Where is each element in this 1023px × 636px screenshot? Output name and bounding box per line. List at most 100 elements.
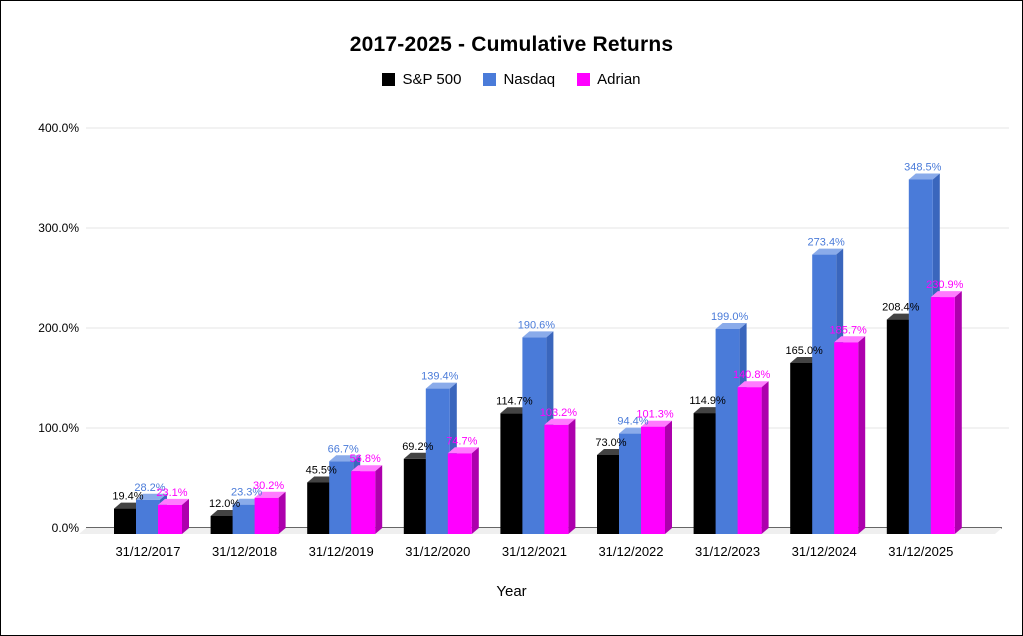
legend-label: S&P 500: [402, 71, 462, 88]
bar-value-label: 23.3%: [231, 487, 262, 499]
bar-value-label: 208.4%: [882, 302, 920, 314]
bar-side-face[interactable]: [761, 381, 769, 534]
bar-front-face[interactable]: [619, 433, 643, 534]
bar-front-face[interactable]: [254, 497, 279, 534]
bar-adrian-0[interactable]: [158, 498, 189, 534]
bar-value-label: 139.4%: [421, 371, 459, 383]
bar-front-face[interactable]: [597, 455, 621, 534]
bar-value-label: 74.7%: [446, 435, 477, 447]
legend-item-adrian[interactable]: Adrian: [577, 71, 641, 88]
bar-adrian-6[interactable]: [737, 381, 769, 534]
bar-front-face[interactable]: [307, 482, 332, 535]
bar-side-face[interactable]: [278, 491, 286, 534]
y-tick-label: 0.0%: [52, 521, 80, 535]
bar-top-face[interactable]: [834, 336, 866, 343]
nasdaq-swatch-icon: [483, 73, 497, 86]
x-tick-label: 31/12/2018: [212, 544, 277, 559]
bar-top-face[interactable]: [908, 173, 940, 180]
bar-top-face[interactable]: [641, 420, 672, 427]
bar-adrian-8[interactable]: [930, 291, 962, 534]
bar-front-face[interactable]: [886, 319, 911, 534]
bar-front-face[interactable]: [500, 413, 525, 534]
legend-item-sp500[interactable]: S&P 500: [382, 71, 461, 88]
bar-adrian-4[interactable]: [544, 418, 576, 534]
bar-side-face[interactable]: [568, 418, 576, 534]
bar-side-face[interactable]: [665, 420, 672, 534]
x-axis-title: Year: [496, 583, 527, 600]
x-tick-label: 31/12/2023: [695, 544, 760, 559]
bar-top-face[interactable]: [715, 323, 747, 329]
bar-side-face[interactable]: [471, 447, 479, 534]
x-tick-label: 31/12/2024: [792, 544, 857, 559]
bar-front-face[interactable]: [425, 388, 450, 534]
bar-value-label: 114.9%: [689, 395, 726, 407]
bar-sp500-3[interactable]: [403, 452, 435, 534]
bar-value-label: 30.2%: [253, 480, 284, 492]
bar-front-face[interactable]: [641, 426, 665, 534]
bar-adrian-1[interactable]: [254, 491, 286, 534]
bar-top-face[interactable]: [158, 498, 189, 505]
bar-front-face[interactable]: [834, 342, 859, 534]
adrian-swatch-icon: [577, 73, 591, 86]
bar-value-label: 190.6%: [518, 319, 556, 331]
bar-top-face[interactable]: [812, 248, 844, 255]
legend-label: Nasdaq: [503, 71, 556, 88]
bar-front-face[interactable]: [908, 179, 933, 535]
bar-top-face[interactable]: [737, 381, 769, 388]
bar-top-face[interactable]: [351, 465, 383, 472]
bar-value-label: 28.2%: [134, 482, 165, 494]
bar-front-face[interactable]: [329, 461, 354, 534]
bar-adrian-2[interactable]: [351, 465, 383, 534]
bar-front-face[interactable]: [693, 413, 718, 534]
bar-top-face[interactable]: [544, 418, 576, 425]
legend-item-nasdaq[interactable]: Nasdaq: [483, 71, 555, 88]
bar-front-face[interactable]: [737, 387, 762, 534]
bar-value-label: 165.0%: [786, 345, 824, 357]
bar-top-face[interactable]: [136, 493, 167, 500]
bar-side-face[interactable]: [182, 498, 189, 534]
bar-front-face[interactable]: [812, 254, 837, 534]
y-tick-label: 200.0%: [38, 321, 79, 335]
bar-front-face[interactable]: [136, 499, 160, 534]
bar-front-face[interactable]: [158, 504, 182, 534]
bar-front-face[interactable]: [930, 297, 955, 534]
bar-side-face[interactable]: [954, 291, 962, 534]
bar-value-label: 45.5%: [306, 465, 337, 477]
y-tick-label: 400.0%: [38, 121, 79, 135]
bar-top-face[interactable]: [425, 382, 457, 389]
bar-front-face[interactable]: [544, 424, 569, 534]
bar-value-label: 12.0%: [209, 498, 240, 510]
bar-adrian-3[interactable]: [447, 447, 479, 534]
bar-value-label: 66.7%: [328, 443, 359, 455]
bar-adrian-5[interactable]: [641, 420, 672, 534]
chart-legend: S&P 500 Nasdaq Adrian: [1, 71, 1022, 88]
y-tick-label: 300.0%: [38, 221, 79, 235]
bar-adrian-7[interactable]: [834, 336, 866, 534]
y-tick-label: 100.0%: [38, 421, 79, 435]
bar-front-face[interactable]: [790, 363, 815, 534]
chart-title: 2017-2025 - Cumulative Returns: [349, 33, 674, 56]
bar-front-face[interactable]: [715, 329, 740, 534]
bar-value-label: 56.8%: [350, 453, 381, 465]
bar-front-face[interactable]: [114, 508, 138, 534]
bar-front-face[interactable]: [351, 471, 376, 534]
bar-value-label: 69.2%: [402, 441, 433, 453]
bar-top-face[interactable]: [522, 331, 554, 338]
bar-top-face[interactable]: [329, 455, 361, 462]
bar-front-face[interactable]: [403, 458, 428, 534]
bar-side-face[interactable]: [858, 336, 866, 534]
bar-front-face[interactable]: [522, 337, 547, 534]
bar-top-face[interactable]: [447, 447, 479, 454]
bar-value-label: 19.4%: [112, 491, 143, 503]
bar-top-face[interactable]: [254, 491, 286, 498]
bar-top-face[interactable]: [930, 291, 962, 298]
bar-value-label: 94.4%: [617, 416, 648, 428]
bar-value-label: 348.5%: [904, 162, 942, 174]
bar-side-face[interactable]: [375, 465, 383, 534]
bar-front-face[interactable]: [447, 453, 472, 534]
sp500-swatch-icon: [382, 73, 396, 86]
bar-front-face[interactable]: [210, 516, 235, 534]
bar-front-face[interactable]: [232, 504, 257, 534]
bar-value-label: 73.0%: [595, 437, 626, 449]
